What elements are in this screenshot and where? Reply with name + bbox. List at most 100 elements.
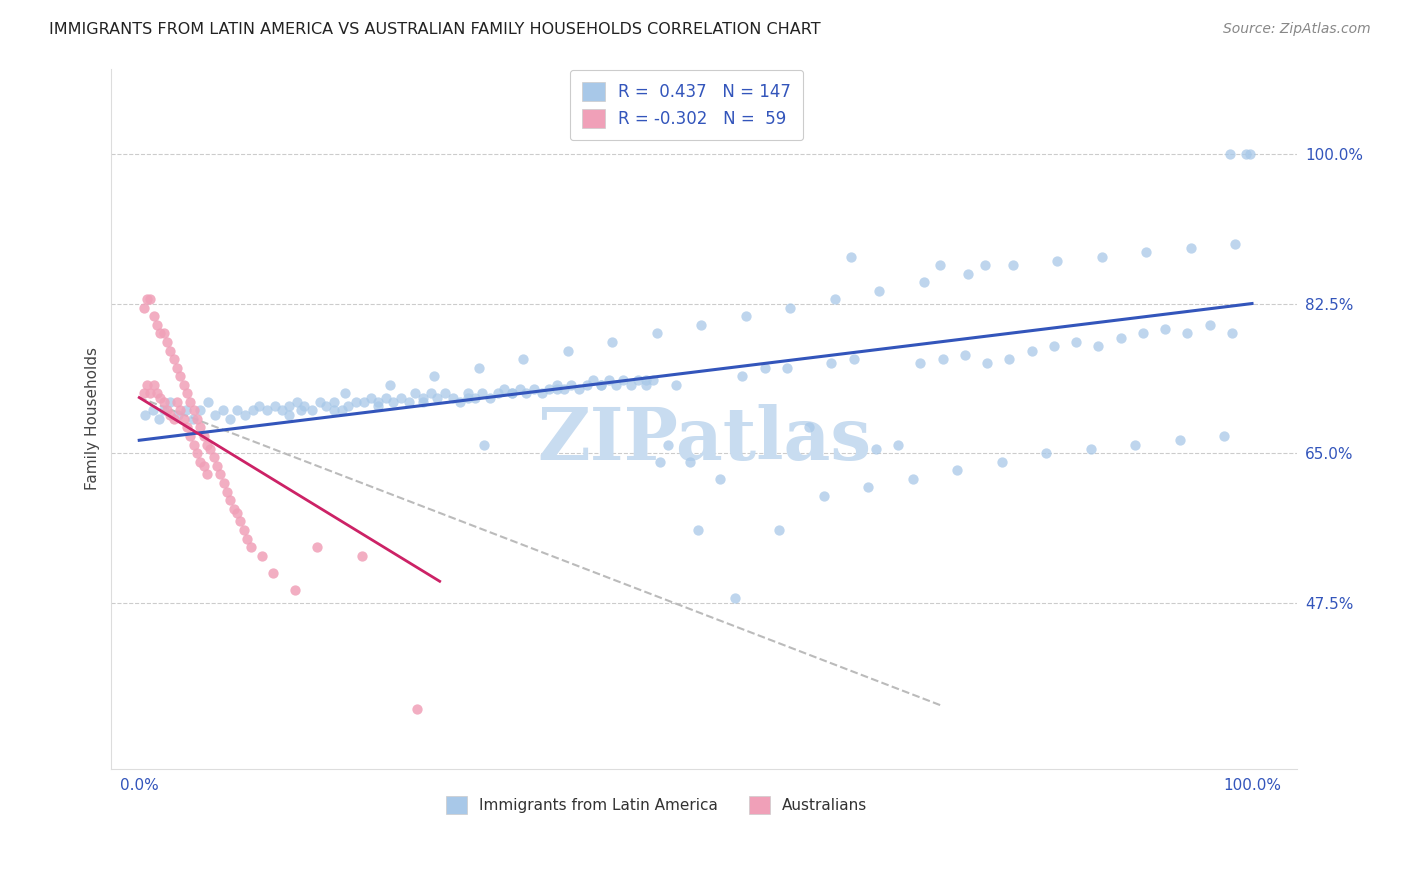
- Point: [1064, 334, 1087, 349]
- Point: [560, 377, 582, 392]
- Point: [174, 403, 197, 417]
- Point: [901, 472, 924, 486]
- Point: [149, 391, 172, 405]
- Point: [709, 472, 731, 486]
- Point: [568, 382, 591, 396]
- Point: [226, 506, 249, 520]
- Point: [176, 386, 198, 401]
- Point: [620, 377, 643, 392]
- Point: [768, 523, 790, 537]
- Legend: Immigrants from Latin America, Australians: Immigrants from Latin America, Australia…: [434, 786, 879, 825]
- Point: [1087, 339, 1109, 353]
- Point: [190, 455, 212, 469]
- Point: [211, 403, 233, 417]
- Point: [152, 394, 174, 409]
- Point: [173, 377, 195, 392]
- Point: [167, 408, 190, 422]
- Point: [512, 352, 534, 367]
- Point: [212, 475, 235, 490]
- Point: [600, 334, 623, 349]
- Point: [256, 403, 278, 417]
- Point: [449, 394, 471, 409]
- Point: [634, 374, 657, 388]
- Point: [163, 352, 186, 367]
- Point: [582, 374, 605, 388]
- Point: [976, 356, 998, 370]
- Point: [537, 382, 560, 396]
- Point: [233, 408, 256, 422]
- Point: [169, 403, 191, 417]
- Point: [250, 549, 273, 563]
- Text: Source: ZipAtlas.com: Source: ZipAtlas.com: [1223, 22, 1371, 37]
- Point: [515, 386, 537, 401]
- Point: [1225, 236, 1247, 251]
- Point: [236, 532, 259, 546]
- Point: [509, 382, 531, 396]
- Point: [353, 394, 375, 409]
- Point: [205, 458, 228, 473]
- Point: [865, 442, 887, 456]
- Point: [181, 412, 204, 426]
- Point: [284, 582, 307, 597]
- Point: [1213, 429, 1236, 443]
- Point: [589, 377, 612, 392]
- Point: [249, 399, 271, 413]
- Point: [494, 382, 516, 396]
- Point: [262, 566, 284, 580]
- Point: [159, 343, 181, 358]
- Point: [634, 377, 657, 392]
- Point: [152, 326, 174, 341]
- Point: [179, 429, 201, 443]
- Point: [412, 391, 434, 405]
- Point: [193, 429, 215, 443]
- Point: [136, 377, 159, 392]
- Point: [219, 493, 242, 508]
- Point: [779, 301, 801, 315]
- Point: [239, 540, 262, 554]
- Point: [190, 403, 212, 417]
- Point: [333, 386, 356, 401]
- Point: [378, 377, 401, 392]
- Point: [166, 394, 188, 409]
- Point: [193, 458, 215, 473]
- Point: [553, 382, 575, 396]
- Point: [139, 386, 162, 401]
- Point: [330, 403, 353, 417]
- Point: [156, 334, 179, 349]
- Point: [344, 394, 367, 409]
- Point: [841, 250, 863, 264]
- Point: [734, 310, 756, 324]
- Point: [197, 394, 219, 409]
- Point: [990, 455, 1012, 469]
- Point: [398, 394, 420, 409]
- Point: [1168, 434, 1191, 448]
- Point: [202, 450, 225, 465]
- Point: [754, 360, 776, 375]
- Point: [605, 377, 627, 392]
- Point: [323, 403, 346, 417]
- Point: [1135, 245, 1157, 260]
- Point: [1239, 147, 1261, 161]
- Point: [531, 386, 554, 401]
- Point: [478, 391, 501, 405]
- Point: [657, 437, 679, 451]
- Point: [423, 369, 446, 384]
- Point: [643, 374, 665, 388]
- Point: [186, 446, 208, 460]
- Point: [1109, 331, 1132, 345]
- Point: [136, 292, 159, 306]
- Point: [575, 377, 598, 392]
- Point: [627, 374, 650, 388]
- Point: [501, 386, 523, 401]
- Point: [323, 394, 346, 409]
- Point: [486, 386, 509, 401]
- Point: [412, 394, 434, 409]
- Point: [217, 484, 239, 499]
- Point: [1080, 442, 1102, 456]
- Point: [389, 391, 412, 405]
- Point: [183, 403, 205, 417]
- Point: [142, 403, 165, 417]
- Point: [183, 437, 205, 451]
- Point: [176, 420, 198, 434]
- Point: [1177, 326, 1199, 341]
